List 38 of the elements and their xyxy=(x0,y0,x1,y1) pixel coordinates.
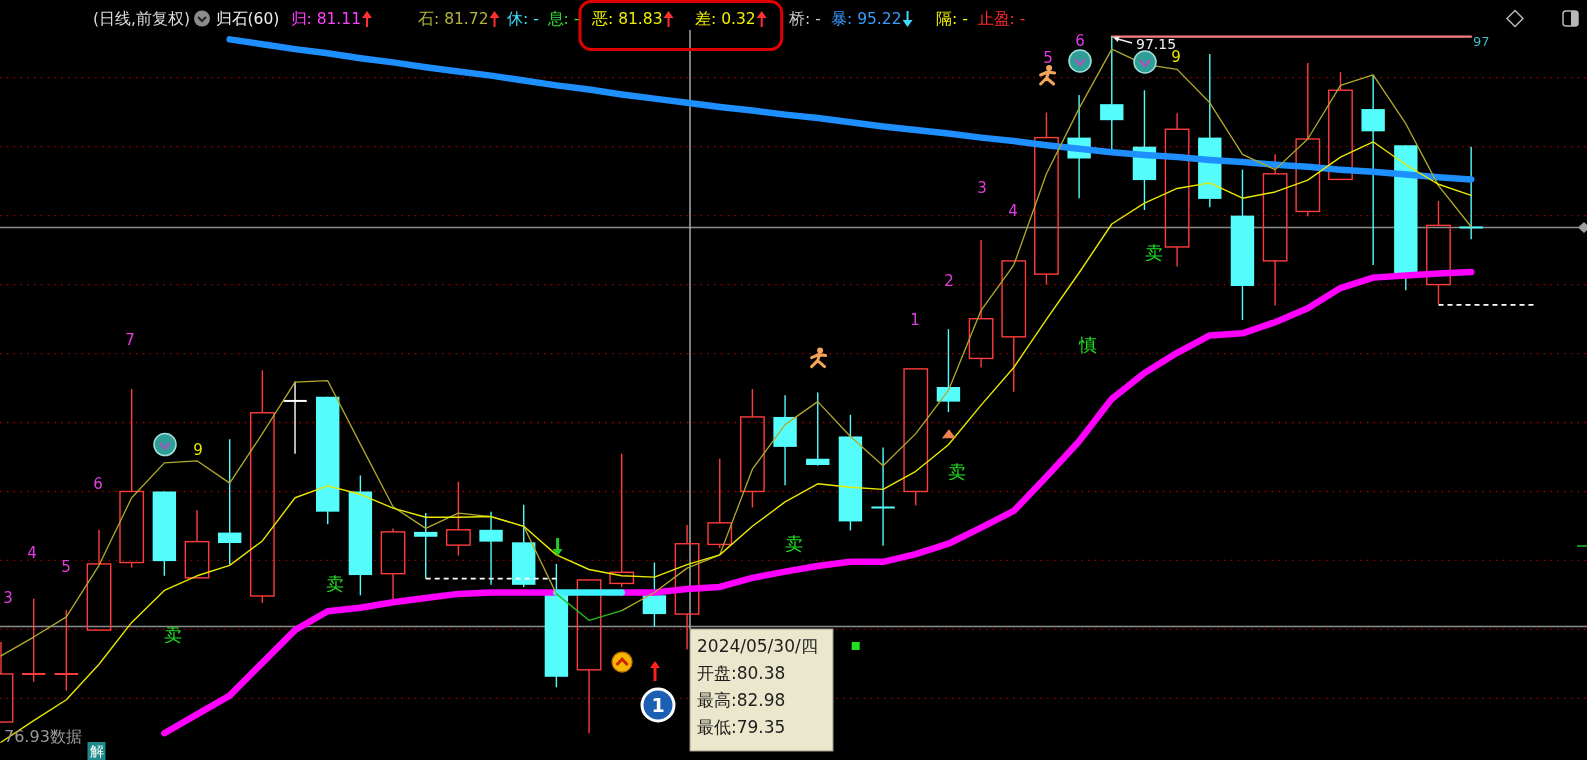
annotation: 4 xyxy=(1008,202,1018,221)
annotation: 卖 xyxy=(164,624,182,646)
subtitle: 归石(60) xyxy=(215,10,280,28)
header-item: 息: - xyxy=(547,10,580,28)
annotation: 5 xyxy=(1043,49,1053,67)
header-item: 恶: 81.83 xyxy=(592,10,663,28)
header-item: 石: 81.72 xyxy=(418,10,489,28)
annotation: 慎 xyxy=(1079,333,1097,355)
header-item: 暴: 95.22 xyxy=(831,10,902,28)
annotation: 5 xyxy=(61,557,71,576)
tooltip-line: 开盘:80.38 xyxy=(697,663,786,683)
tooltip-line: 最低:79.35 xyxy=(697,717,786,737)
header-item: 休: - xyxy=(507,10,539,28)
annotation: 9 xyxy=(193,440,203,459)
tooltip-line: 2024/05/30/四 xyxy=(697,636,818,656)
annotation: 76.93数据 xyxy=(4,727,82,747)
header-item: 归: 81.11 xyxy=(290,10,362,28)
annotation: 1 xyxy=(910,310,920,329)
annotation: 3 xyxy=(977,179,987,198)
annotation: 卖 xyxy=(326,572,344,594)
header-item: 隔: - xyxy=(936,10,968,28)
annotation: 卖 xyxy=(948,460,966,482)
header-item: 止盈: - xyxy=(977,10,1026,28)
title: (日线,前复权) xyxy=(92,10,190,28)
annotation: 7 xyxy=(125,331,135,350)
annotation: 6 xyxy=(93,475,103,494)
annotation: 97 xyxy=(1473,34,1490,50)
tooltip-line: 最高:82.98 xyxy=(697,690,786,710)
annotation: 卖 xyxy=(785,533,803,555)
annotation: 6 xyxy=(1075,32,1085,50)
header-item: 差: 0.32 xyxy=(695,10,756,28)
annotation: 卖 xyxy=(1145,241,1163,263)
annotation: 3 xyxy=(3,588,13,607)
annotation: 2 xyxy=(944,272,954,291)
header-item: 桥: - xyxy=(789,10,821,28)
annotation: 4 xyxy=(27,544,37,563)
annotation: 解 xyxy=(89,743,104,760)
annotation: 1 xyxy=(651,693,665,716)
